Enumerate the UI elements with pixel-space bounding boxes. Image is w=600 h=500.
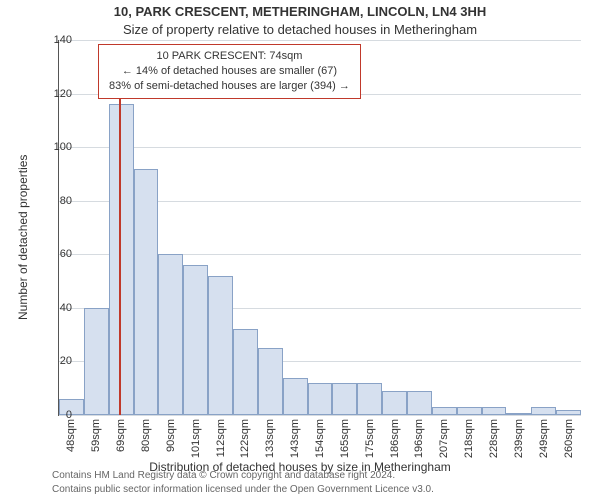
chart-title-sub: Size of property relative to detached ho… [0, 22, 600, 37]
chart-container: 10, PARK CRESCENT, METHERINGHAM, LINCOLN… [0, 0, 600, 500]
x-tick-label: 196sqm [413, 419, 425, 458]
gridline [59, 415, 581, 416]
property-marker-line [119, 80, 121, 415]
histogram-bar [84, 308, 109, 415]
footer: Contains HM Land Registry data © Crown c… [52, 469, 434, 496]
histogram-bar [109, 104, 134, 415]
histogram-bar [482, 407, 507, 415]
histogram-bar [432, 407, 457, 415]
y-tick-label: 80 [32, 195, 72, 207]
y-axis-label: Number of detached properties [16, 155, 30, 320]
footer-line-1: Contains HM Land Registry data © Crown c… [52, 469, 434, 483]
x-tick-label: 59sqm [90, 419, 102, 452]
x-tick-label: 154sqm [314, 419, 326, 458]
histogram-bar [308, 383, 333, 415]
plot-area: 48sqm59sqm69sqm80sqm90sqm101sqm112sqm122… [58, 40, 580, 415]
x-tick-label: 112sqm [215, 419, 227, 457]
histogram-bar [382, 391, 407, 415]
x-tick-label: 239sqm [513, 419, 525, 458]
y-tick-label: 120 [32, 88, 72, 100]
x-tick-label: 80sqm [140, 419, 152, 452]
annotation-box: 10 PARK CRESCENT: 74sqm ← 14% of detache… [98, 44, 361, 99]
x-tick-label: 260sqm [563, 419, 575, 458]
gridline [59, 147, 581, 148]
chart-title-main: 10, PARK CRESCENT, METHERINGHAM, LINCOLN… [0, 4, 600, 19]
annotation-line-1: 10 PARK CRESCENT: 74sqm [109, 49, 350, 64]
histogram-bar [258, 348, 283, 415]
histogram-bar [134, 169, 159, 415]
histogram-bar [233, 329, 258, 415]
x-tick-label: 122sqm [239, 419, 251, 458]
histogram-bar [457, 407, 482, 415]
histogram-bar [506, 413, 531, 415]
histogram-bar [407, 391, 432, 415]
histogram-bar [556, 410, 581, 415]
y-tick-label: 60 [32, 248, 72, 260]
y-tick-label: 0 [32, 409, 72, 421]
x-tick-label: 218sqm [463, 419, 475, 458]
x-tick-label: 133sqm [264, 419, 276, 458]
y-tick-label: 100 [32, 141, 72, 153]
x-tick-label: 69sqm [115, 419, 127, 452]
y-tick-label: 140 [32, 34, 72, 46]
x-tick-label: 90sqm [165, 419, 177, 452]
histogram-bar [357, 383, 382, 415]
histogram-bar [531, 407, 556, 415]
x-tick-label: 165sqm [339, 419, 351, 458]
x-tick-label: 186sqm [389, 419, 401, 458]
annotation-line-3: 83% of semi-detached houses are larger (… [109, 79, 350, 94]
histogram-bar [332, 383, 357, 415]
histogram-bar [158, 254, 183, 415]
y-tick-label: 20 [32, 355, 72, 367]
x-tick-label: 48sqm [65, 419, 77, 452]
histogram-bar [283, 378, 308, 416]
x-tick-label: 207sqm [438, 419, 450, 458]
y-tick-label: 40 [32, 302, 72, 314]
annotation-line-2: ← 14% of detached houses are smaller (67… [109, 64, 350, 79]
x-tick-label: 249sqm [538, 419, 550, 458]
x-tick-label: 175sqm [364, 419, 376, 458]
footer-line-2: Contains public sector information licen… [52, 483, 434, 497]
histogram-bar [183, 265, 208, 415]
x-tick-label: 143sqm [289, 419, 301, 458]
histogram-bar [208, 276, 233, 415]
gridline [59, 40, 581, 41]
x-tick-label: 101sqm [190, 419, 202, 458]
x-tick-label: 228sqm [488, 419, 500, 458]
